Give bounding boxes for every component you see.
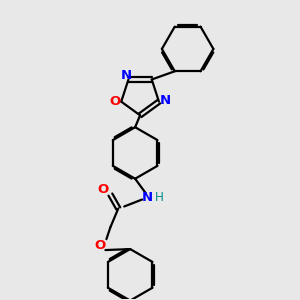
Text: N: N: [142, 191, 153, 204]
Text: N: N: [121, 69, 132, 82]
Text: N: N: [159, 94, 170, 107]
Text: O: O: [98, 183, 109, 196]
Text: O: O: [95, 238, 106, 252]
Text: H: H: [154, 191, 164, 204]
Text: O: O: [110, 95, 121, 108]
